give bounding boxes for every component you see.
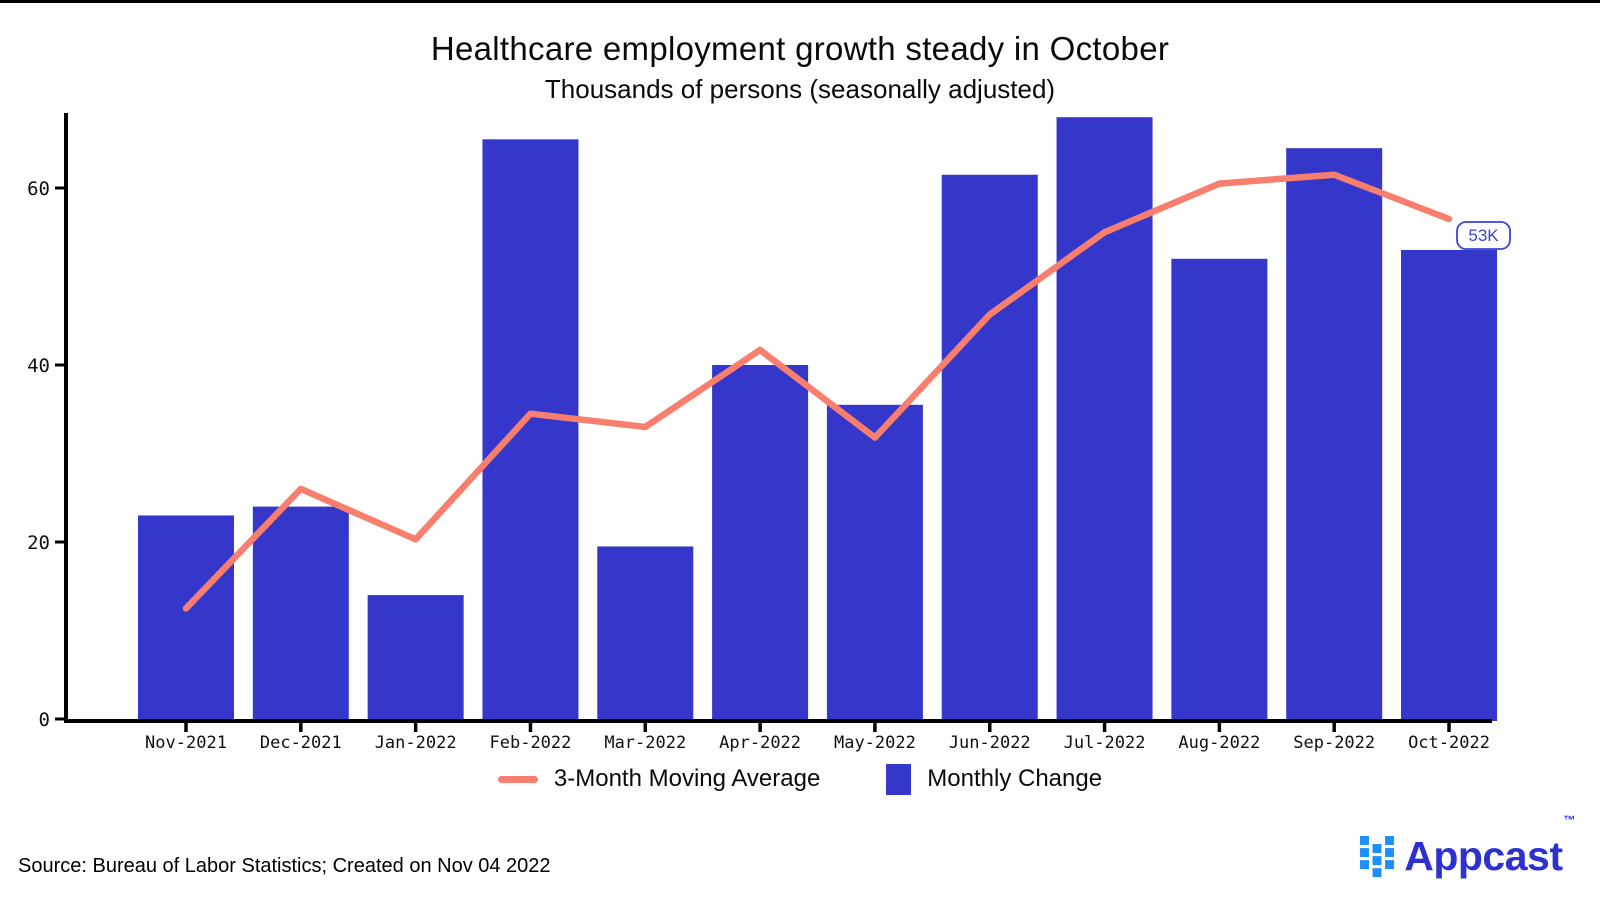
appcast-squares-icon	[1360, 835, 1395, 877]
annotation-box	[1456, 221, 1511, 250]
bar-Feb-2022	[482, 139, 579, 721]
trademark-symbol: ™	[1563, 813, 1576, 827]
y-axis-tick-label: 40	[27, 355, 50, 377]
x-axis-tick-label: Feb-2022	[490, 733, 572, 753]
bar-Dec-2021	[252, 506, 349, 721]
y-axis-tick-label: 20	[27, 532, 50, 554]
bar-Jul-2022	[1056, 117, 1153, 721]
y-axis-tick-label: 60	[27, 178, 50, 200]
x-axis-tick-label: Nov-2021	[145, 733, 227, 753]
x-axis-tick-label: Oct-2022	[1408, 733, 1490, 753]
source-note: Source: Bureau of Labor Statistics; Crea…	[18, 855, 551, 877]
annotation-label: 53K	[1468, 226, 1499, 245]
y-axis-tick-label: 0	[39, 709, 50, 731]
bar-Sep-2022	[1286, 148, 1383, 722]
x-axis-tick-label: May-2022	[834, 733, 916, 753]
x-axis-tick-label: Apr-2022	[719, 733, 801, 753]
bar-Jan-2022	[367, 595, 464, 721]
bar-Mar-2022	[597, 546, 694, 721]
bar-Aug-2022	[1171, 258, 1268, 721]
chart-title: Healthcare employment growth steady in O…	[430, 30, 1170, 67]
monthly-change-square-swatch-icon	[886, 763, 912, 795]
x-axis-tick-label: Jul-2022	[1064, 733, 1146, 753]
moving-average-line	[182, 171, 1453, 612]
top-border-line	[0, 0, 1600, 3]
bar-Oct-2022	[1401, 249, 1498, 721]
bar-Apr-2022	[712, 365, 809, 721]
x-axis-tick-label: Aug-2022	[1178, 733, 1260, 753]
legend-item-monthly-change: Monthly Change	[886, 763, 1103, 795]
x-axis-tick-label: Sep-2022	[1293, 733, 1375, 753]
x-axis-tick-label: Dec-2021	[260, 733, 342, 753]
moving-average-line-swatch-icon	[497, 775, 538, 783]
bar-Jun-2022	[941, 174, 1038, 722]
appcast-wordmark: Appcast™	[1404, 813, 1575, 879]
bar-Nov-2021	[138, 515, 234, 721]
x-axis-tick-label: Jun-2022	[949, 733, 1031, 753]
legend-item-moving-average: 3-Month Moving Average	[497, 765, 821, 793]
x-axis-tick-label: Jan-2022	[375, 733, 457, 753]
bar-May-2022	[826, 404, 923, 721]
legend-label-monthly-change: Monthly Change	[927, 765, 1103, 792]
x-axis-tick-label: Mar-2022	[604, 733, 686, 753]
appcast-logo: Appcast™	[1360, 813, 1575, 880]
chart-legend: 3-Month Moving Average Monthly Change	[0, 756, 1600, 802]
legend-label-moving-average: 3-Month Moving Average	[553, 765, 821, 792]
chart-subtitle: Thousands of persons (seasonally adjuste…	[544, 74, 1056, 104]
